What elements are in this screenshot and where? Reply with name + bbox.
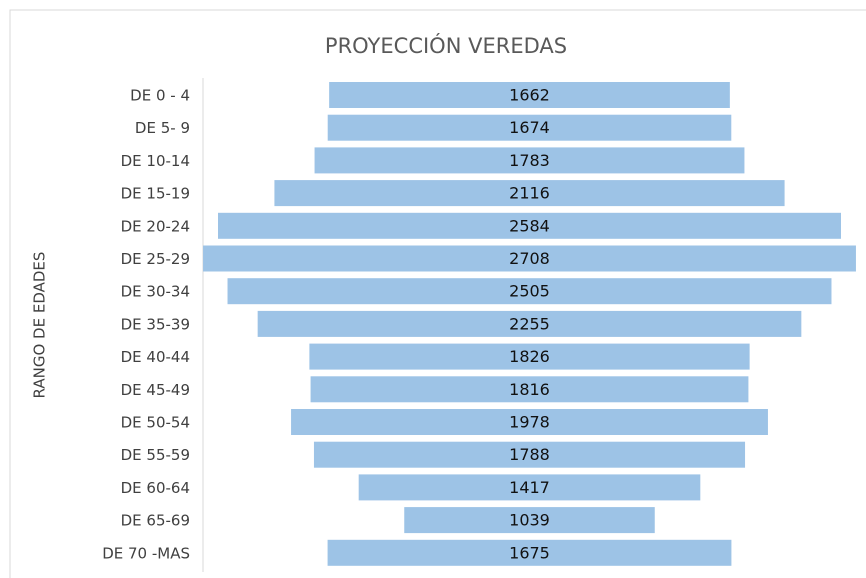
category-label: DE 20-24	[121, 217, 190, 235]
bar	[314, 147, 745, 174]
category-label: DE 10-14	[121, 152, 190, 170]
category-label: DE 30-34	[121, 283, 190, 301]
bar	[217, 212, 842, 239]
bar	[327, 114, 732, 141]
category-label: DE 70 -MAS	[102, 544, 190, 562]
value-label: 1783	[509, 151, 550, 170]
value-label: 1662	[509, 86, 550, 105]
category-label: DE 50-54	[121, 414, 190, 432]
value-label: 1978	[509, 413, 550, 432]
value-label: 1675	[509, 543, 550, 562]
bar	[358, 474, 701, 501]
bar	[327, 539, 732, 566]
category-label: DE 5- 9	[135, 119, 190, 137]
value-label: 1039	[509, 511, 550, 530]
bar	[257, 310, 802, 337]
category-label: DE 45-49	[121, 381, 190, 399]
bar	[310, 376, 749, 403]
value-label: 1826	[509, 347, 550, 366]
bar	[291, 409, 768, 435]
category-label: DE 65-69	[121, 512, 190, 530]
category-label: DE 35-39	[121, 315, 190, 333]
category-label: DE 15-19	[121, 185, 190, 203]
category-label: DE 55-59	[121, 446, 190, 464]
value-label: 1816	[509, 380, 550, 399]
bar	[203, 245, 856, 272]
chart-frame	[9, 9, 866, 578]
category-label: DE 40-44	[121, 348, 190, 366]
y-axis-label: RANGO DE EDADES	[31, 252, 49, 399]
category-label: DE 0 - 4	[130, 87, 190, 105]
bar	[329, 82, 730, 108]
value-label: 2116	[509, 184, 550, 203]
bar	[309, 343, 750, 370]
value-label: 1674	[509, 118, 550, 137]
category-label: DE 25-29	[121, 250, 190, 268]
bar	[274, 180, 785, 207]
value-label: 2255	[509, 314, 550, 333]
chart-title: PROYECCIÓN VEREDAS	[325, 33, 567, 58]
value-label: 1788	[509, 445, 550, 464]
category-label: DE 60-64	[121, 479, 190, 497]
value-label: 2708	[509, 249, 550, 268]
bar	[227, 278, 832, 305]
bar	[404, 507, 655, 534]
value-label: 2505	[509, 282, 550, 301]
value-label: 2584	[509, 216, 550, 235]
value-label: 1417	[509, 478, 550, 497]
bar	[313, 441, 746, 468]
